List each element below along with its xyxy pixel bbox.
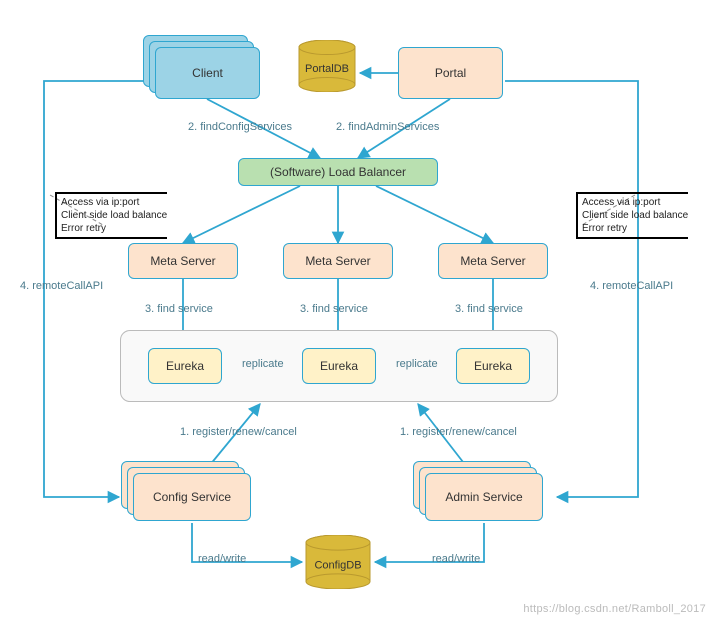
edge-label: 4. remoteCallAPI (590, 280, 673, 292)
node-adminsvc: Admin Service (425, 473, 543, 521)
node-meta3: Meta Server (438, 243, 548, 279)
node-portal: Portal (398, 47, 503, 99)
callout: Access via ip:portClient side load balan… (55, 192, 167, 239)
watermark: https://blog.csdn.net/Ramboll_2017 (523, 603, 706, 615)
edge (183, 186, 300, 243)
svg-text:ConfigDB: ConfigDB (314, 559, 361, 571)
callout: Access via ip:portClient side load balan… (576, 192, 688, 239)
node-eureka1: Eureka (148, 348, 222, 384)
node-configsvc: Config Service (133, 473, 251, 521)
edge-label: replicate (242, 358, 284, 370)
edge-label: 3. find service (145, 303, 213, 315)
callout-line: Access via ip:port (61, 196, 167, 209)
edge-label: 1. register/renew/cancel (400, 426, 517, 438)
svg-text:PortalDB: PortalDB (305, 63, 349, 75)
callout-line: Client side load balance (582, 209, 688, 222)
edge-label: read/write (432, 553, 480, 565)
node-meta1: Meta Server (128, 243, 238, 279)
node-eureka2: Eureka (302, 348, 376, 384)
node-client: Client (155, 47, 260, 99)
edge-label: 4. remoteCallAPI (20, 280, 103, 292)
callout-line: Error retry (582, 222, 688, 235)
callout-line: Error retry (61, 222, 167, 235)
node-lb: (Software) Load Balancer (238, 158, 438, 186)
callout-line: Access via ip:port (582, 196, 688, 209)
callout-line: Client side load balance (61, 209, 167, 222)
edge-label: 3. find service (455, 303, 523, 315)
edge-label: 1. register/renew/cancel (180, 426, 297, 438)
edge-label: 2. findConfigServices (188, 121, 292, 133)
edge-label: read/write (198, 553, 246, 565)
edge-label: 3. find service (300, 303, 368, 315)
db-portaldb: PortalDB (298, 40, 356, 92)
node-eureka3: Eureka (456, 348, 530, 384)
db-configdb: ConfigDB (305, 535, 371, 589)
edge-label: replicate (396, 358, 438, 370)
edge (376, 186, 493, 243)
edge-label: 2. findAdminServices (336, 121, 439, 133)
node-meta2: Meta Server (283, 243, 393, 279)
